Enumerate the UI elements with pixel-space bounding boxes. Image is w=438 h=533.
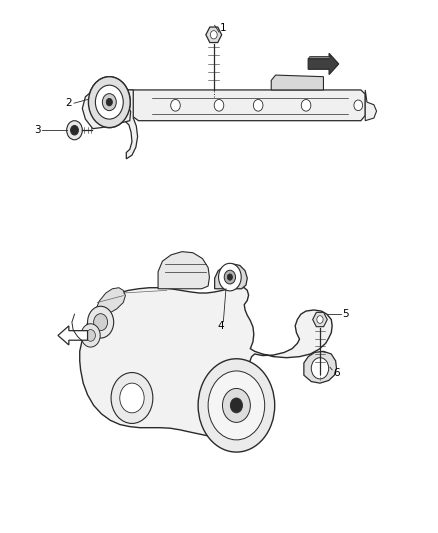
Circle shape — [88, 306, 114, 338]
Circle shape — [301, 100, 311, 111]
Polygon shape — [130, 90, 365, 120]
Circle shape — [95, 85, 123, 119]
Circle shape — [67, 120, 82, 140]
Circle shape — [88, 77, 130, 127]
Circle shape — [198, 359, 275, 452]
Polygon shape — [82, 89, 131, 128]
Polygon shape — [122, 89, 138, 159]
Circle shape — [94, 314, 108, 330]
Polygon shape — [308, 53, 339, 75]
Polygon shape — [313, 312, 327, 327]
Circle shape — [253, 100, 263, 111]
Circle shape — [219, 263, 241, 291]
Polygon shape — [206, 27, 222, 43]
Circle shape — [208, 371, 265, 440]
Polygon shape — [271, 75, 323, 90]
Circle shape — [95, 85, 123, 119]
Circle shape — [86, 329, 95, 341]
Text: 2: 2 — [66, 98, 72, 108]
Circle shape — [120, 383, 144, 413]
Circle shape — [227, 274, 233, 280]
Polygon shape — [158, 252, 209, 289]
Polygon shape — [304, 351, 336, 383]
Polygon shape — [308, 56, 331, 59]
Circle shape — [102, 94, 116, 111]
Circle shape — [171, 100, 180, 111]
Circle shape — [224, 270, 236, 284]
Text: 3: 3 — [34, 125, 40, 135]
Text: 6: 6 — [333, 368, 340, 377]
Circle shape — [354, 100, 363, 111]
Circle shape — [81, 324, 100, 347]
Circle shape — [111, 373, 153, 423]
Polygon shape — [215, 264, 247, 289]
Polygon shape — [80, 287, 332, 437]
Circle shape — [102, 94, 116, 111]
Circle shape — [106, 99, 113, 106]
Circle shape — [106, 99, 113, 106]
Text: 1: 1 — [220, 23, 226, 33]
Circle shape — [88, 77, 130, 127]
Circle shape — [223, 389, 251, 422]
Polygon shape — [58, 326, 88, 345]
Text: 4: 4 — [218, 321, 225, 331]
Circle shape — [210, 31, 217, 39]
Circle shape — [317, 316, 323, 324]
Circle shape — [311, 358, 328, 379]
Circle shape — [214, 100, 224, 111]
Polygon shape — [365, 90, 377, 120]
Text: 5: 5 — [342, 309, 349, 319]
Circle shape — [230, 398, 243, 413]
Polygon shape — [95, 288, 125, 316]
Circle shape — [71, 125, 78, 135]
